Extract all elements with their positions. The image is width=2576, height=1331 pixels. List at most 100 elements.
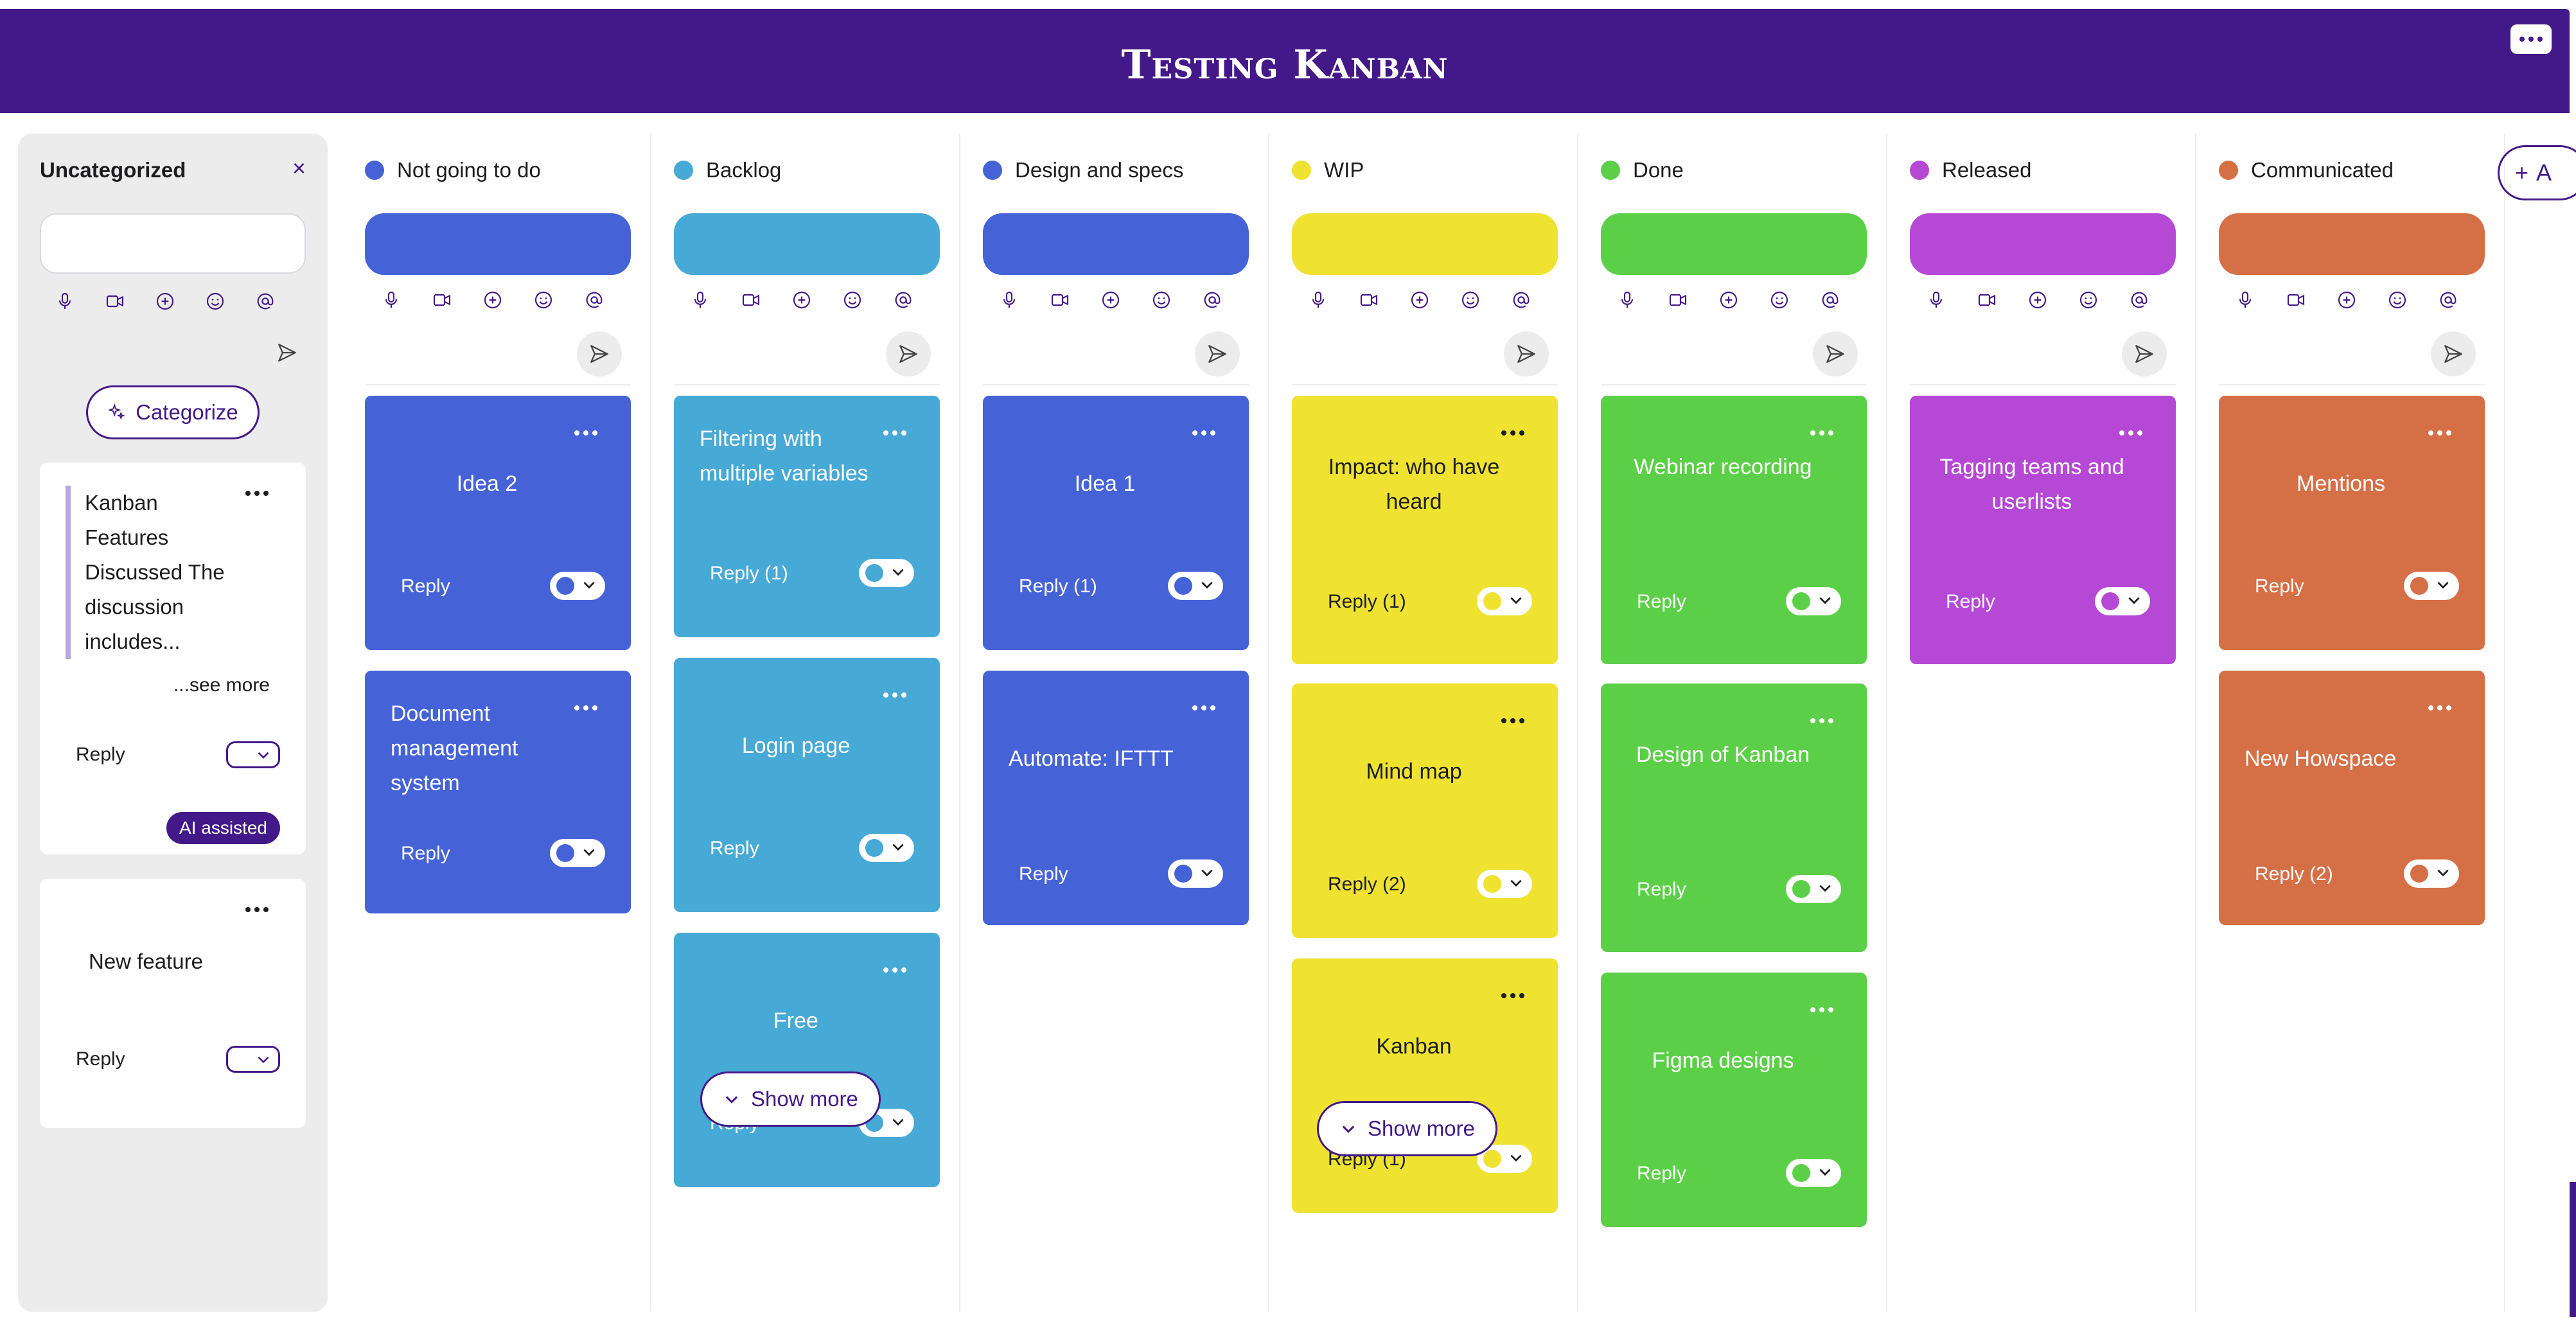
reply-button[interactable]: Reply <box>76 1048 125 1070</box>
kanban-card[interactable]: Document management system Reply <box>365 671 631 913</box>
reply-button[interactable]: Reply <box>1637 1163 1686 1184</box>
send-button[interactable] <box>1813 331 1858 376</box>
attach-button[interactable] <box>1409 289 1431 311</box>
record-audio-button[interactable] <box>1616 289 1638 311</box>
record-video-button[interactable] <box>1358 289 1380 311</box>
kanban-card[interactable]: Filtering with multiple variables Reply (… <box>674 396 940 637</box>
kanban-card[interactable]: Impact: who have heard Reply (1) <box>1292 396 1558 664</box>
kanban-card[interactable]: Design of Kanban Reply <box>1601 683 1867 952</box>
column-select[interactable] <box>1786 1159 1841 1187</box>
reply-button[interactable]: Reply <box>401 576 450 597</box>
card-more-button[interactable] <box>1501 993 1524 998</box>
uncategorized-card[interactable]: New feature Reply <box>40 879 306 1128</box>
column-select[interactable] <box>550 572 605 600</box>
reply-button[interactable]: Reply <box>76 744 125 765</box>
mention-button[interactable] <box>1819 289 1841 311</box>
column-select[interactable] <box>1786 875 1841 903</box>
record-video-button[interactable] <box>1049 289 1071 311</box>
uncategorized-card[interactable]: Kanban Features Discussed The discussion… <box>40 463 306 854</box>
reply-button[interactable]: Reply <box>1637 591 1686 612</box>
card-more-button[interactable] <box>883 430 906 436</box>
card-more-button[interactable] <box>245 907 269 912</box>
card-more-button[interactable] <box>1810 1007 1833 1012</box>
attach-button[interactable] <box>482 289 504 311</box>
record-audio-button[interactable] <box>689 289 711 311</box>
column-post-input[interactable] <box>2219 213 2485 275</box>
card-more-button[interactable] <box>883 692 906 698</box>
column-select[interactable] <box>1168 572 1223 600</box>
kanban-card[interactable]: Tagging teams and userlists Reply <box>1910 396 2176 664</box>
vertical-scrollbar[interactable] <box>2570 1182 2576 1317</box>
reply-button[interactable]: Reply (1) <box>1019 576 1097 597</box>
record-audio-button[interactable] <box>54 290 76 312</box>
card-more-button[interactable] <box>574 430 597 436</box>
card-more-button[interactable] <box>1810 430 1833 436</box>
uncategorized-post-input[interactable] <box>40 213 306 274</box>
mention-button[interactable] <box>1201 289 1223 311</box>
show-more-button[interactable]: Show more <box>1317 1101 1497 1156</box>
attach-button[interactable] <box>1718 289 1740 311</box>
reply-button[interactable]: Reply (1) <box>1328 591 1406 612</box>
card-more-button[interactable] <box>2428 705 2451 710</box>
kanban-card[interactable]: Kanban Reply (1) <box>1292 958 1558 1213</box>
emoji-button[interactable] <box>2386 289 2408 311</box>
record-video-button[interactable] <box>1667 289 1689 311</box>
emoji-button[interactable] <box>204 290 226 312</box>
close-icon[interactable]: × <box>292 155 306 181</box>
emoji-button[interactable] <box>1769 289 1790 311</box>
record-video-button[interactable] <box>2285 289 2307 311</box>
header-more-button[interactable] <box>2510 24 2552 54</box>
attach-button[interactable] <box>1100 289 1122 311</box>
send-button[interactable] <box>2431 331 2476 376</box>
kanban-card[interactable]: Idea 2 Reply <box>365 396 631 650</box>
send-button[interactable] <box>1504 331 1549 376</box>
categorize-button[interactable]: Categorize <box>86 385 260 439</box>
reply-button[interactable]: Reply (2) <box>2255 863 2333 885</box>
mention-button[interactable] <box>892 289 914 311</box>
mention-button[interactable] <box>2437 289 2459 311</box>
kanban-card[interactable]: Webinar recording Reply <box>1601 396 1867 664</box>
category-select[interactable] <box>226 741 280 768</box>
column-select[interactable] <box>1168 859 1223 888</box>
column-select[interactable] <box>1477 587 1532 615</box>
attach-button[interactable] <box>154 290 176 312</box>
mention-button[interactable] <box>1510 289 1532 311</box>
column-select[interactable] <box>859 559 914 587</box>
emoji-button[interactable] <box>1460 289 1481 311</box>
attach-button[interactable] <box>791 289 813 311</box>
column-select[interactable] <box>2404 572 2459 600</box>
kanban-card[interactable]: Figma designs Reply <box>1601 973 1867 1227</box>
card-more-button[interactable] <box>245 491 269 496</box>
reply-button[interactable]: Reply <box>1019 863 1068 885</box>
record-audio-button[interactable] <box>2234 289 2256 311</box>
reply-button[interactable]: Reply <box>401 843 450 864</box>
reply-button[interactable]: Reply <box>710 838 759 859</box>
column-select[interactable] <box>1786 587 1841 615</box>
reply-button[interactable]: Reply <box>1946 591 1995 612</box>
card-more-button[interactable] <box>883 967 906 973</box>
send-button[interactable] <box>577 331 622 376</box>
reply-button[interactable]: Reply (2) <box>1328 874 1406 895</box>
kanban-card[interactable]: New Howspace Reply (2) <box>2219 671 2485 925</box>
record-audio-button[interactable] <box>998 289 1020 311</box>
column-post-input[interactable] <box>1292 213 1558 275</box>
record-video-button[interactable] <box>740 289 762 311</box>
kanban-card[interactable]: Login page Reply <box>674 658 940 912</box>
kanban-card[interactable]: Mind map Reply (2) <box>1292 683 1558 938</box>
reply-button[interactable]: Reply <box>2255 576 2304 597</box>
card-more-button[interactable] <box>1192 430 1215 436</box>
column-select[interactable] <box>1477 870 1532 898</box>
kanban-card[interactable]: FreeReply <box>674 933 940 1187</box>
column-post-input[interactable] <box>365 213 631 275</box>
card-more-button[interactable] <box>1810 718 1833 723</box>
column-select[interactable] <box>2404 859 2459 888</box>
category-select[interactable] <box>226 1046 280 1073</box>
card-more-button[interactable] <box>2428 430 2451 436</box>
record-audio-button[interactable] <box>1925 289 1947 311</box>
attach-button[interactable] <box>2027 289 2049 311</box>
kanban-card[interactable]: Mentions Reply <box>2219 396 2485 650</box>
reply-button[interactable]: Reply (1) <box>710 563 788 584</box>
emoji-button[interactable] <box>2078 289 2099 311</box>
send-button[interactable] <box>1195 331 1240 376</box>
mention-button[interactable] <box>2128 289 2150 311</box>
